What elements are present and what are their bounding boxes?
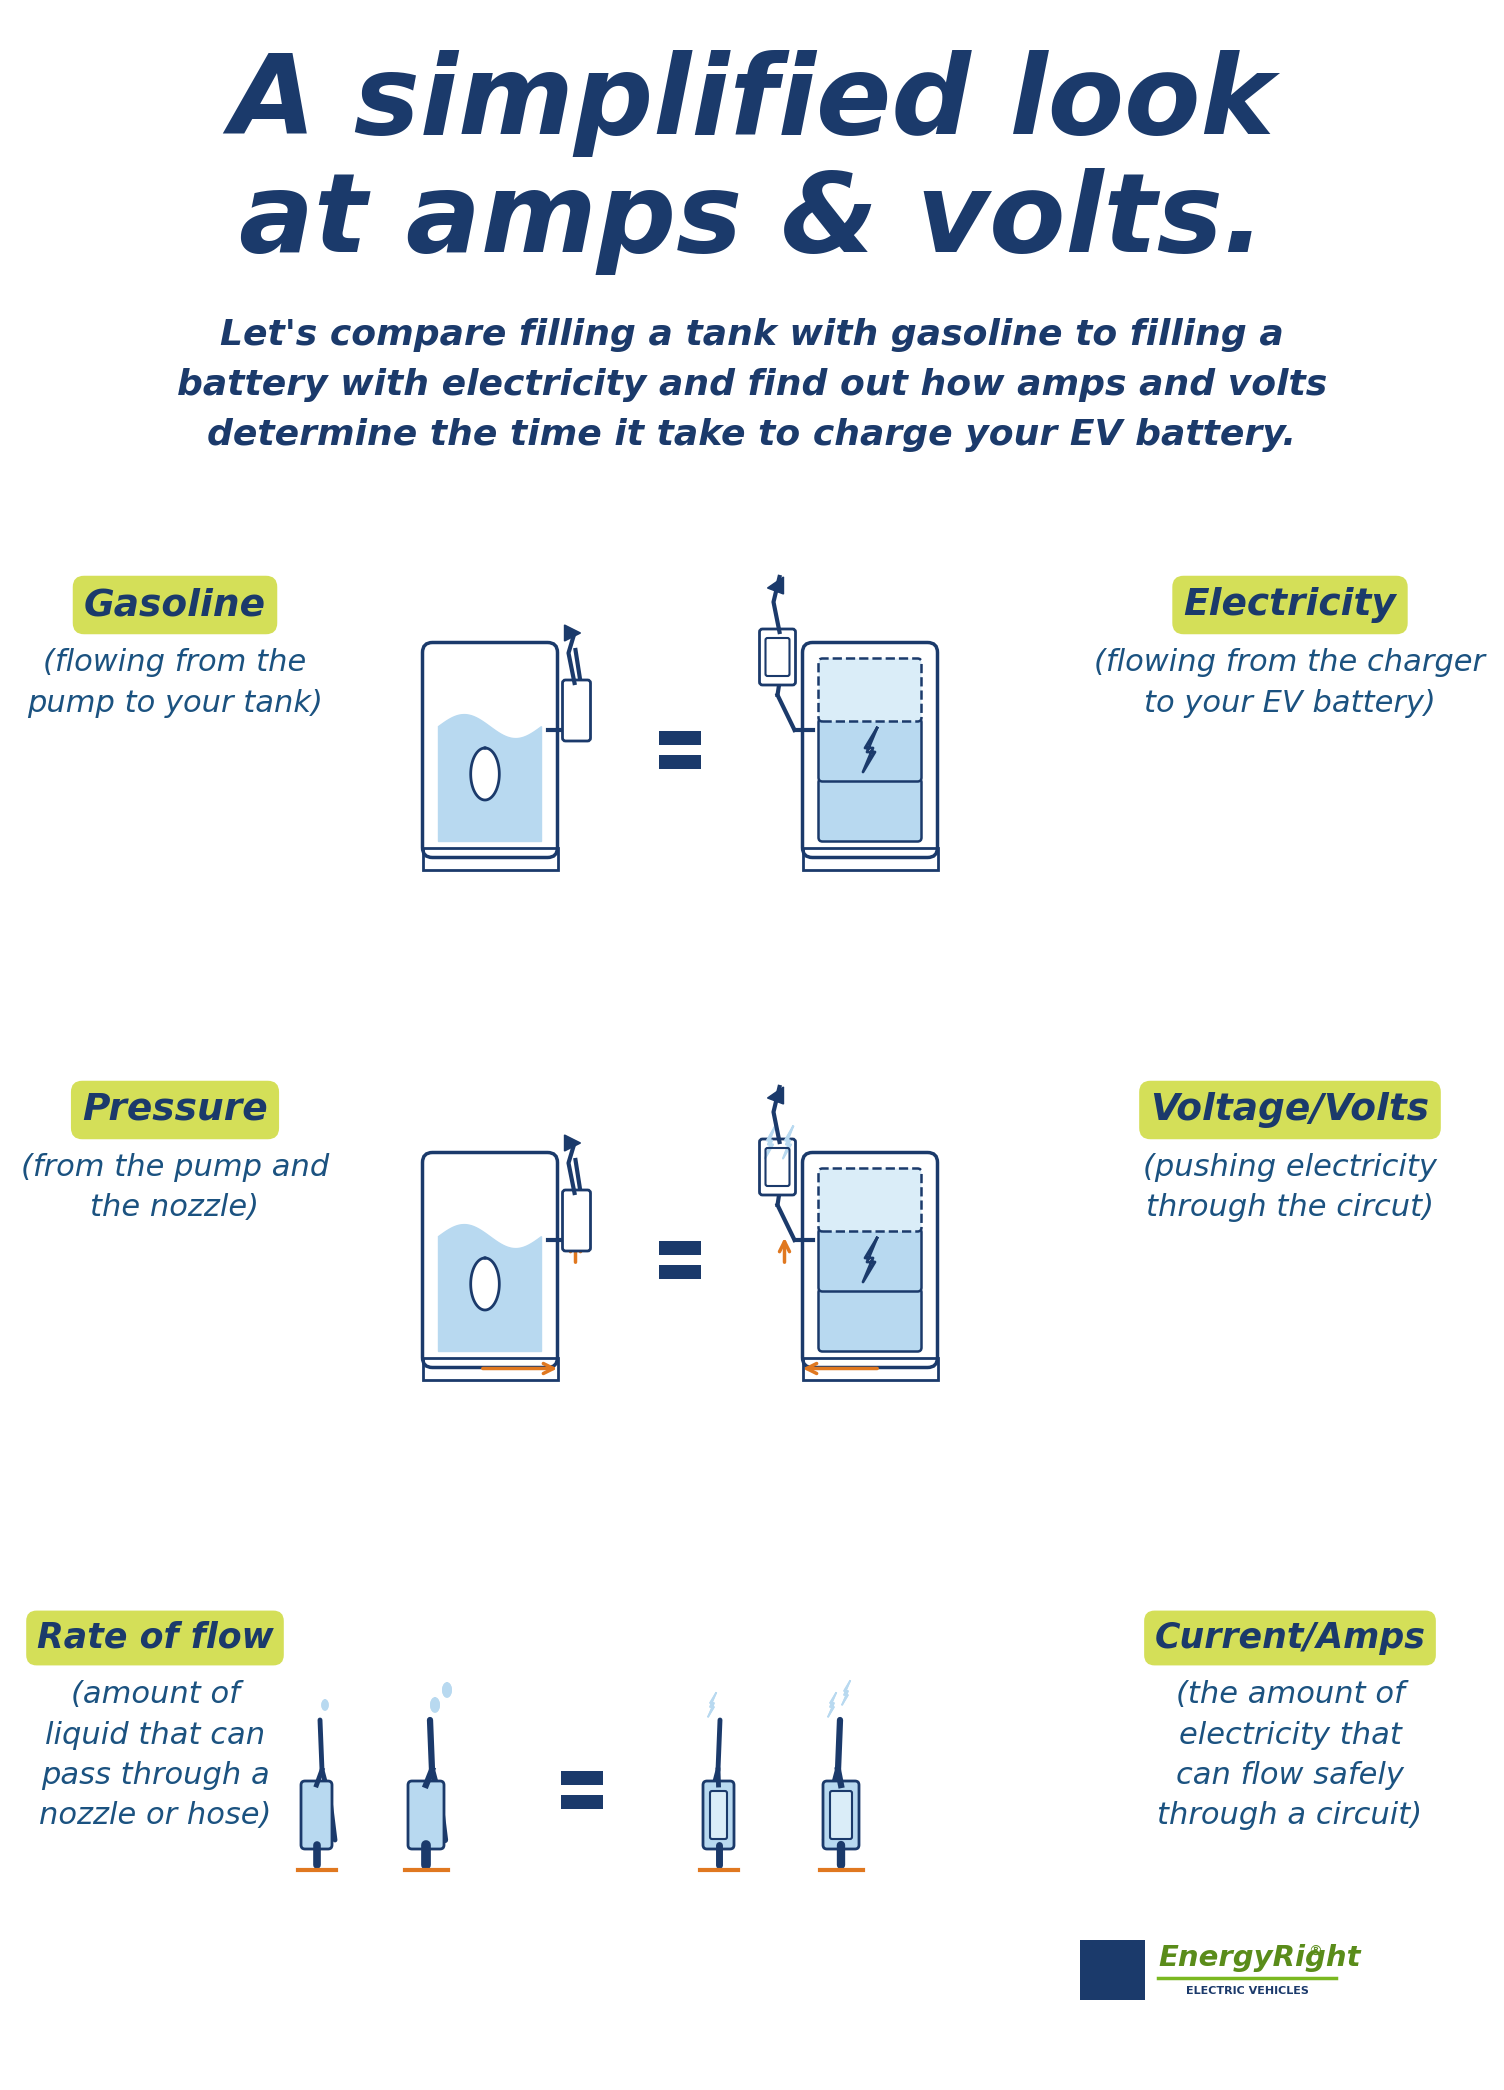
Text: A simplified look: A simplified look <box>229 50 1275 157</box>
Polygon shape <box>430 1697 439 1712</box>
Text: at amps & volts.: at amps & volts. <box>239 167 1265 276</box>
FancyBboxPatch shape <box>818 777 922 842</box>
Polygon shape <box>842 1680 850 1705</box>
Polygon shape <box>439 1225 541 1352</box>
Text: Current/Amps: Current/Amps <box>1155 1622 1426 1655</box>
FancyBboxPatch shape <box>562 1189 591 1252</box>
Bar <box>423 1358 558 1379</box>
FancyBboxPatch shape <box>659 754 701 769</box>
Text: (pushing electricity
through the circut): (pushing electricity through the circut) <box>1143 1154 1436 1223</box>
Bar <box>803 1358 937 1379</box>
Text: (flowing from the charger
to your EV battery): (flowing from the charger to your EV bat… <box>1095 648 1486 717</box>
Polygon shape <box>471 1258 499 1310</box>
Polygon shape <box>708 1693 716 1718</box>
Text: Let's compare filling a tank with gasoline to filling a
battery with electricity: Let's compare filling a tank with gasoli… <box>177 318 1327 451</box>
Bar <box>423 849 558 869</box>
Text: ELECTRIC VEHICLES: ELECTRIC VEHICLES <box>1185 1986 1308 1996</box>
Polygon shape <box>322 1699 328 1710</box>
FancyBboxPatch shape <box>408 1781 444 1850</box>
FancyBboxPatch shape <box>702 1781 734 1850</box>
FancyBboxPatch shape <box>818 1168 922 1231</box>
Text: Gasoline: Gasoline <box>84 587 266 623</box>
Text: (the amount of
electricity that
can flow safely
through a circuit): (the amount of electricity that can flow… <box>1158 1680 1423 1831</box>
Polygon shape <box>767 1087 784 1104</box>
FancyBboxPatch shape <box>760 629 796 686</box>
Polygon shape <box>471 748 499 800</box>
FancyBboxPatch shape <box>659 1241 701 1254</box>
FancyBboxPatch shape <box>818 1229 922 1292</box>
Polygon shape <box>439 715 541 842</box>
FancyBboxPatch shape <box>659 1264 701 1279</box>
FancyBboxPatch shape <box>710 1791 726 1839</box>
FancyBboxPatch shape <box>561 1770 603 1785</box>
Text: TVA: TVA <box>1093 1960 1130 1979</box>
FancyBboxPatch shape <box>562 679 591 742</box>
FancyBboxPatch shape <box>818 658 922 721</box>
FancyBboxPatch shape <box>301 1781 332 1850</box>
Polygon shape <box>829 1693 836 1718</box>
Text: ®: ® <box>1308 1946 1322 1958</box>
Polygon shape <box>863 1237 877 1281</box>
Polygon shape <box>784 1127 793 1158</box>
FancyBboxPatch shape <box>659 732 701 744</box>
Text: (amount of
liquid that can
pass through a
nozzle or hose): (amount of liquid that can pass through … <box>39 1680 271 1831</box>
Polygon shape <box>442 1682 451 1697</box>
Text: Voltage/Volts: Voltage/Volts <box>1151 1091 1430 1129</box>
Text: (from the pump and
the nozzle): (from the pump and the nozzle) <box>21 1154 329 1223</box>
Polygon shape <box>863 727 877 771</box>
Polygon shape <box>564 625 581 642</box>
FancyBboxPatch shape <box>818 1290 922 1352</box>
Text: (flowing from the
pump to your tank): (flowing from the pump to your tank) <box>27 648 323 717</box>
FancyBboxPatch shape <box>760 1139 796 1195</box>
Text: EnergyRight: EnergyRight <box>1158 1944 1361 1973</box>
FancyBboxPatch shape <box>823 1781 859 1850</box>
FancyBboxPatch shape <box>818 719 922 782</box>
Bar <box>803 849 937 869</box>
Polygon shape <box>766 1127 775 1158</box>
FancyBboxPatch shape <box>1080 1940 1145 2000</box>
Polygon shape <box>767 577 784 594</box>
FancyBboxPatch shape <box>830 1791 851 1839</box>
FancyBboxPatch shape <box>561 1795 603 1810</box>
Text: Electricity: Electricity <box>1184 587 1396 623</box>
Text: Pressure: Pressure <box>83 1091 268 1129</box>
Polygon shape <box>564 1135 581 1152</box>
Text: Rate of flow: Rate of flow <box>36 1622 274 1655</box>
